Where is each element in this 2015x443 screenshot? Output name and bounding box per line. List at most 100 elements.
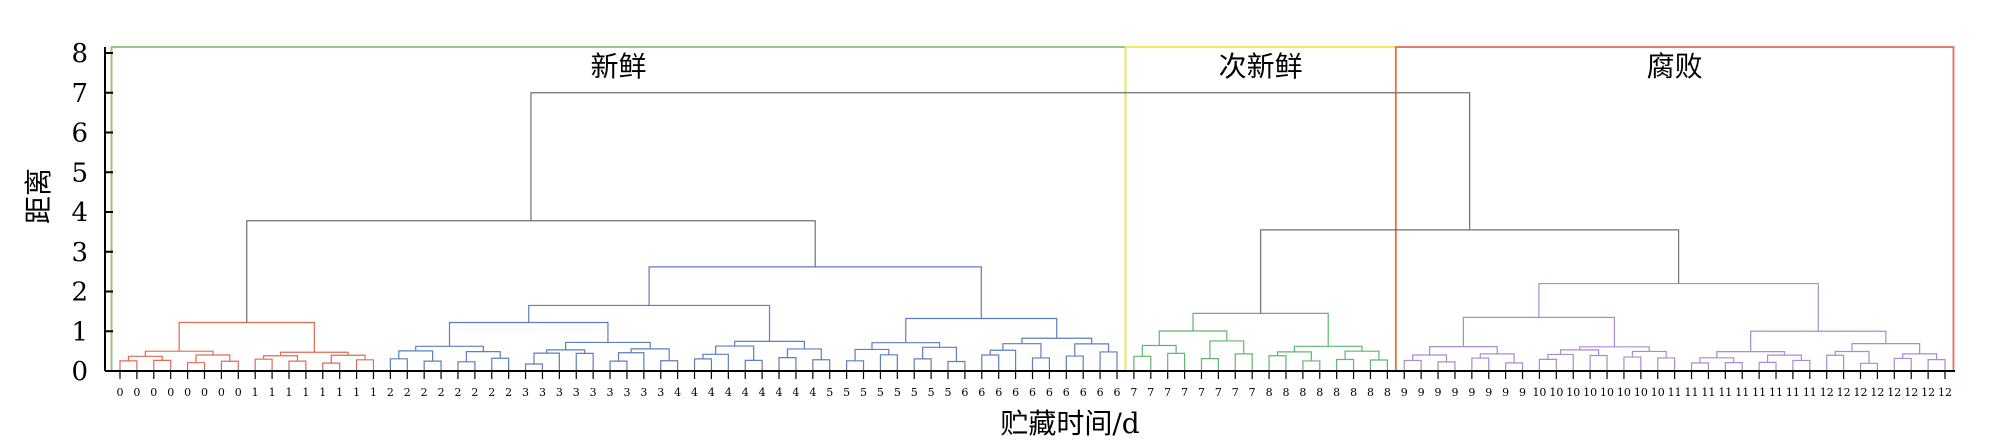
x-tick-label: 10 [1634, 386, 1648, 399]
dendrogram-link [186, 362, 206, 371]
x-tick-label: 5 [928, 386, 935, 399]
cluster-box [1394, 46, 1955, 372]
x-tick-label: 4 [792, 386, 799, 399]
dendrogram-link [947, 360, 966, 371]
dendrogram-link [1479, 353, 1515, 363]
dendrogram-link [546, 349, 586, 354]
x-tick-label: 3 [607, 386, 614, 399]
dendrogram-link [1657, 357, 1676, 371]
dendrogram-link [1065, 355, 1084, 371]
dendrogram-link [153, 359, 172, 371]
dendrogram-link [254, 358, 273, 371]
x-tick-label: 3 [573, 386, 580, 399]
dendrogram-link [1462, 316, 1616, 347]
dendrogram-link [630, 348, 670, 361]
x-tick-label: 6 [995, 386, 1002, 399]
y-tick-label: 4 [71, 198, 88, 228]
x-tick-label: 0 [184, 386, 191, 399]
x-tick-label: 7 [1198, 386, 1205, 399]
x-tick-label: 4 [809, 386, 816, 399]
x-tick-label: 11 [1752, 386, 1766, 399]
x-tick-label: 2 [471, 386, 478, 399]
dendrogram-link [491, 357, 510, 371]
dendrogram-link [1021, 337, 1093, 344]
x-tick-label: 10 [1617, 386, 1631, 399]
x-tick-label: 8 [1384, 386, 1391, 399]
x-tick-label: 1 [252, 386, 259, 399]
cluster-boxes: 新鲜 次新鲜 腐败 [110, 46, 1955, 372]
x-tick-label: 12 [1887, 386, 1901, 399]
dendrogram-link [1699, 357, 1735, 363]
y-tick-label: 7 [71, 79, 88, 109]
dendrogram-link [398, 350, 434, 362]
x-tick-label: 2 [505, 386, 512, 399]
dendrogram-link [1724, 362, 1743, 371]
dendrogram-link [1766, 354, 1802, 363]
x-tick-label: 4 [708, 386, 715, 399]
dendrogram-link [330, 354, 366, 364]
dendrogram-link [981, 354, 1000, 371]
x-tick-label: 1 [269, 386, 276, 399]
x-tick-label: 12 [1820, 386, 1834, 399]
axes [104, 47, 1955, 372]
dendrogram-link [1336, 358, 1355, 371]
dendrogram-link [1268, 355, 1287, 371]
dendrogram-link [533, 352, 560, 371]
dendrogram-link [524, 363, 544, 371]
cluster-label: 腐败 [1647, 50, 1703, 83]
x-tick-label: 10 [1532, 386, 1546, 399]
dendrogram-link [1750, 330, 1887, 352]
x-tick-label: 2 [421, 386, 428, 399]
dendrogram-link [1471, 357, 1490, 371]
dendrogram-link [609, 360, 628, 371]
x-tick-label: 1 [353, 386, 360, 399]
x-tick-label: 11 [1685, 386, 1699, 399]
x-tick-label: 5 [843, 386, 850, 399]
x-tick-label: 6 [1029, 386, 1036, 399]
dendrogram-link [528, 304, 771, 342]
y-tick-label: 5 [71, 158, 88, 188]
x-tick-label: 6 [1097, 386, 1104, 399]
x-tick-label: 3 [590, 386, 597, 399]
x-tick-label: 9 [1451, 386, 1458, 399]
x-tick-label: 10 [1651, 386, 1665, 399]
x-tick-label: 8 [1316, 386, 1323, 399]
x-tick-label: 4 [674, 386, 681, 399]
x-tick-label: 1 [319, 386, 326, 399]
x-tick-label: 10 [1583, 386, 1597, 399]
dendrogram-link [702, 353, 729, 371]
dendrogram-link [465, 351, 501, 362]
x-tick-label: 0 [235, 386, 242, 399]
dendrogram-link [1851, 343, 1921, 354]
dendrogram-link [1369, 359, 1388, 371]
x-tick-label: 8 [1350, 386, 1357, 399]
dendrogram-link [1276, 351, 1312, 361]
x-tick-label: 6 [1080, 386, 1087, 399]
x-tick-label: 7 [1249, 386, 1256, 399]
x-tick-label: 6 [1063, 386, 1070, 399]
x-tick-label: 9 [1519, 386, 1526, 399]
x-tick-label: 0 [117, 386, 124, 399]
x-tick-label: 3 [623, 386, 630, 399]
x-tick-label: 5 [945, 386, 952, 399]
x-tick-label: 10 [1549, 386, 1563, 399]
dendrogram-link [322, 362, 341, 371]
x-tick-label: 5 [826, 386, 833, 399]
dendrogram-link [1031, 357, 1050, 371]
x-tick-label: 11 [1701, 386, 1715, 399]
x-tick-label: 7 [1232, 386, 1239, 399]
x-tick-label: 4 [691, 386, 698, 399]
x-tick-label: 6 [978, 386, 985, 399]
dendrogram-link [1209, 340, 1245, 359]
dendrogram-link [1260, 229, 1680, 314]
y-tick-label: 2 [71, 278, 88, 308]
dendrogram-link [246, 220, 816, 323]
dendrogram-link [119, 360, 138, 371]
dendrogram-link [1437, 361, 1456, 371]
dendrogram-link [1927, 359, 1946, 371]
cluster-box [1124, 46, 1397, 372]
dendrogram-links [119, 92, 1946, 371]
x-tick-label: 8 [1266, 386, 1273, 399]
dendrogram-link [854, 348, 890, 361]
x-tick-label: 2 [438, 386, 445, 399]
